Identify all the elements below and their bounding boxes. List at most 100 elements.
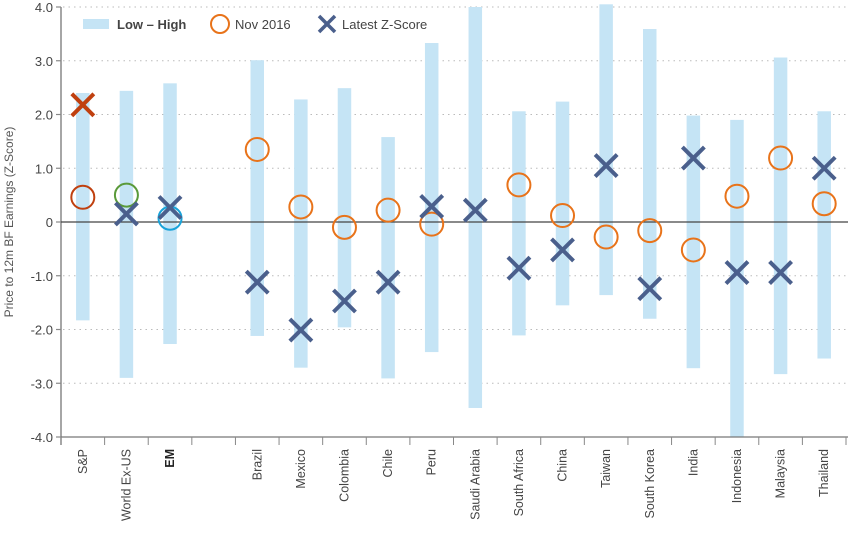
latest-x-stroke — [70, 92, 96, 118]
x-category-label: World Ex-US — [119, 449, 133, 521]
x-category-label: Colombia — [337, 449, 351, 502]
latest-zscore-marker — [724, 260, 750, 285]
range-bar — [381, 137, 395, 379]
range-bar — [730, 119, 744, 437]
x-category-label: Peru — [425, 449, 439, 475]
range-bar — [643, 29, 657, 319]
range-bar — [817, 111, 831, 359]
y-axis-title: Price to 12m BF Earnings (Z-Score) — [2, 127, 16, 318]
nov2016-marker — [768, 145, 794, 171]
range-bars — [76, 4, 831, 437]
y-tick-label: 2.0 — [35, 108, 53, 123]
x-category-label: Thailand — [817, 449, 831, 497]
x-category-label: India — [686, 449, 700, 476]
y-tick-label: 3.0 — [35, 54, 53, 69]
range-bar — [163, 83, 177, 345]
x-category-label: South Africa — [512, 449, 526, 516]
latest-zscore-marker — [811, 155, 837, 181]
nov2016-marker — [70, 184, 96, 210]
y-tick-label: 4.0 — [35, 0, 53, 15]
y-tick-labels: 4.0 3.0 2.0 1.0 0 -1.0 -2.0 -3.0 -4.0 — [31, 0, 53, 445]
nov2016-marker — [506, 172, 532, 198]
legend-range-label: Low – High — [117, 17, 186, 32]
x-category-label: Indonesia — [730, 449, 744, 503]
latest-x-stroke — [550, 237, 575, 263]
latest-zscore-marker — [593, 153, 619, 178]
latest-zscore-marker — [768, 260, 793, 285]
range-bar — [294, 99, 308, 368]
y-tick-label: -2.0 — [31, 323, 53, 338]
latest-x-stroke — [462, 197, 488, 223]
range-bar — [424, 43, 439, 353]
y-tick-label: -3.0 — [31, 376, 53, 391]
latest-zscore-marker — [114, 201, 139, 227]
latest-zscore-marker — [462, 197, 488, 223]
nov2016-marker — [244, 136, 270, 162]
latest-x-stroke — [811, 155, 837, 181]
x-category-label: Brazil — [250, 449, 264, 480]
latest-x-stroke — [332, 288, 357, 314]
legend-x-icon — [317, 14, 337, 34]
legend-nov2016-label: Nov 2016 — [235, 17, 291, 32]
latest-zscore-marker — [637, 276, 663, 302]
latest-x-stroke — [680, 145, 706, 171]
latest-x-stroke — [637, 276, 663, 302]
latest-zscore-marker — [680, 145, 706, 171]
latest-zscore-marker — [332, 288, 357, 314]
legend-latest-label: Latest Z-Score — [342, 17, 427, 32]
nov2016-marker — [593, 224, 619, 250]
nov2016-marker — [724, 183, 750, 209]
latest-zscore-marker — [244, 269, 270, 295]
y-tick-label: -1.0 — [31, 269, 53, 284]
nov2016-marker — [419, 211, 445, 237]
range-bar — [337, 88, 352, 328]
x-category-label: Chile — [381, 449, 395, 478]
range-bar — [76, 93, 90, 321]
nov2016-marker — [331, 214, 357, 240]
nov2016-marker — [680, 237, 706, 263]
nov2016-marker — [811, 191, 837, 217]
latest-zscore-marker — [419, 193, 445, 219]
x-category-label: S&P — [76, 449, 90, 474]
range-bar — [686, 115, 701, 369]
range-bar — [773, 57, 788, 375]
range-bar — [512, 111, 526, 336]
axes — [56, 6, 848, 445]
y-tick-label: 1.0 — [35, 161, 53, 176]
nov2016-marker — [550, 203, 576, 229]
latest-x-stroke — [114, 201, 139, 227]
x-category-label: Taiwan — [599, 449, 613, 488]
x-tick-labels: S&P World Ex-US EM Brazil Mexico Colombia Chil… — [76, 449, 831, 521]
range-bar — [119, 90, 134, 378]
x-category-label: South Korea — [643, 449, 657, 519]
latest-zscore-marker — [506, 255, 532, 281]
y-tick-label: 0 — [46, 215, 53, 230]
nov2016-marker — [113, 182, 139, 208]
latest-x-stroke — [506, 255, 532, 281]
x-category-label: EM — [163, 449, 177, 468]
latest-zscore-marker — [375, 269, 401, 295]
nov2016-marker — [288, 194, 314, 220]
x-category-label: Mexico — [294, 449, 308, 489]
x-category-label: Malaysia — [774, 449, 788, 498]
range-bar — [250, 60, 264, 336]
x-category-label: China — [556, 449, 570, 482]
nov2016-marker — [375, 197, 401, 223]
latest-x-stroke — [157, 195, 183, 220]
latest-zscore-marker — [288, 317, 314, 343]
latest-x-stroke — [419, 193, 445, 219]
legend-x-stroke — [317, 14, 337, 34]
legend-circle-icon — [210, 14, 230, 34]
latest-x-stroke — [768, 260, 793, 285]
latest-x-stroke — [593, 153, 619, 178]
latest-zscore-marker — [157, 195, 183, 220]
legend: Low – High Nov 2016 Latest Z-Score — [83, 14, 427, 34]
nov2016-marker — [637, 218, 663, 244]
markers — [70, 92, 837, 343]
latest-x-stroke — [375, 269, 401, 295]
latest-zscore-marker — [70, 92, 96, 118]
range-bar — [599, 4, 613, 296]
latest-x-stroke — [244, 269, 270, 295]
latest-x-stroke — [288, 317, 314, 343]
